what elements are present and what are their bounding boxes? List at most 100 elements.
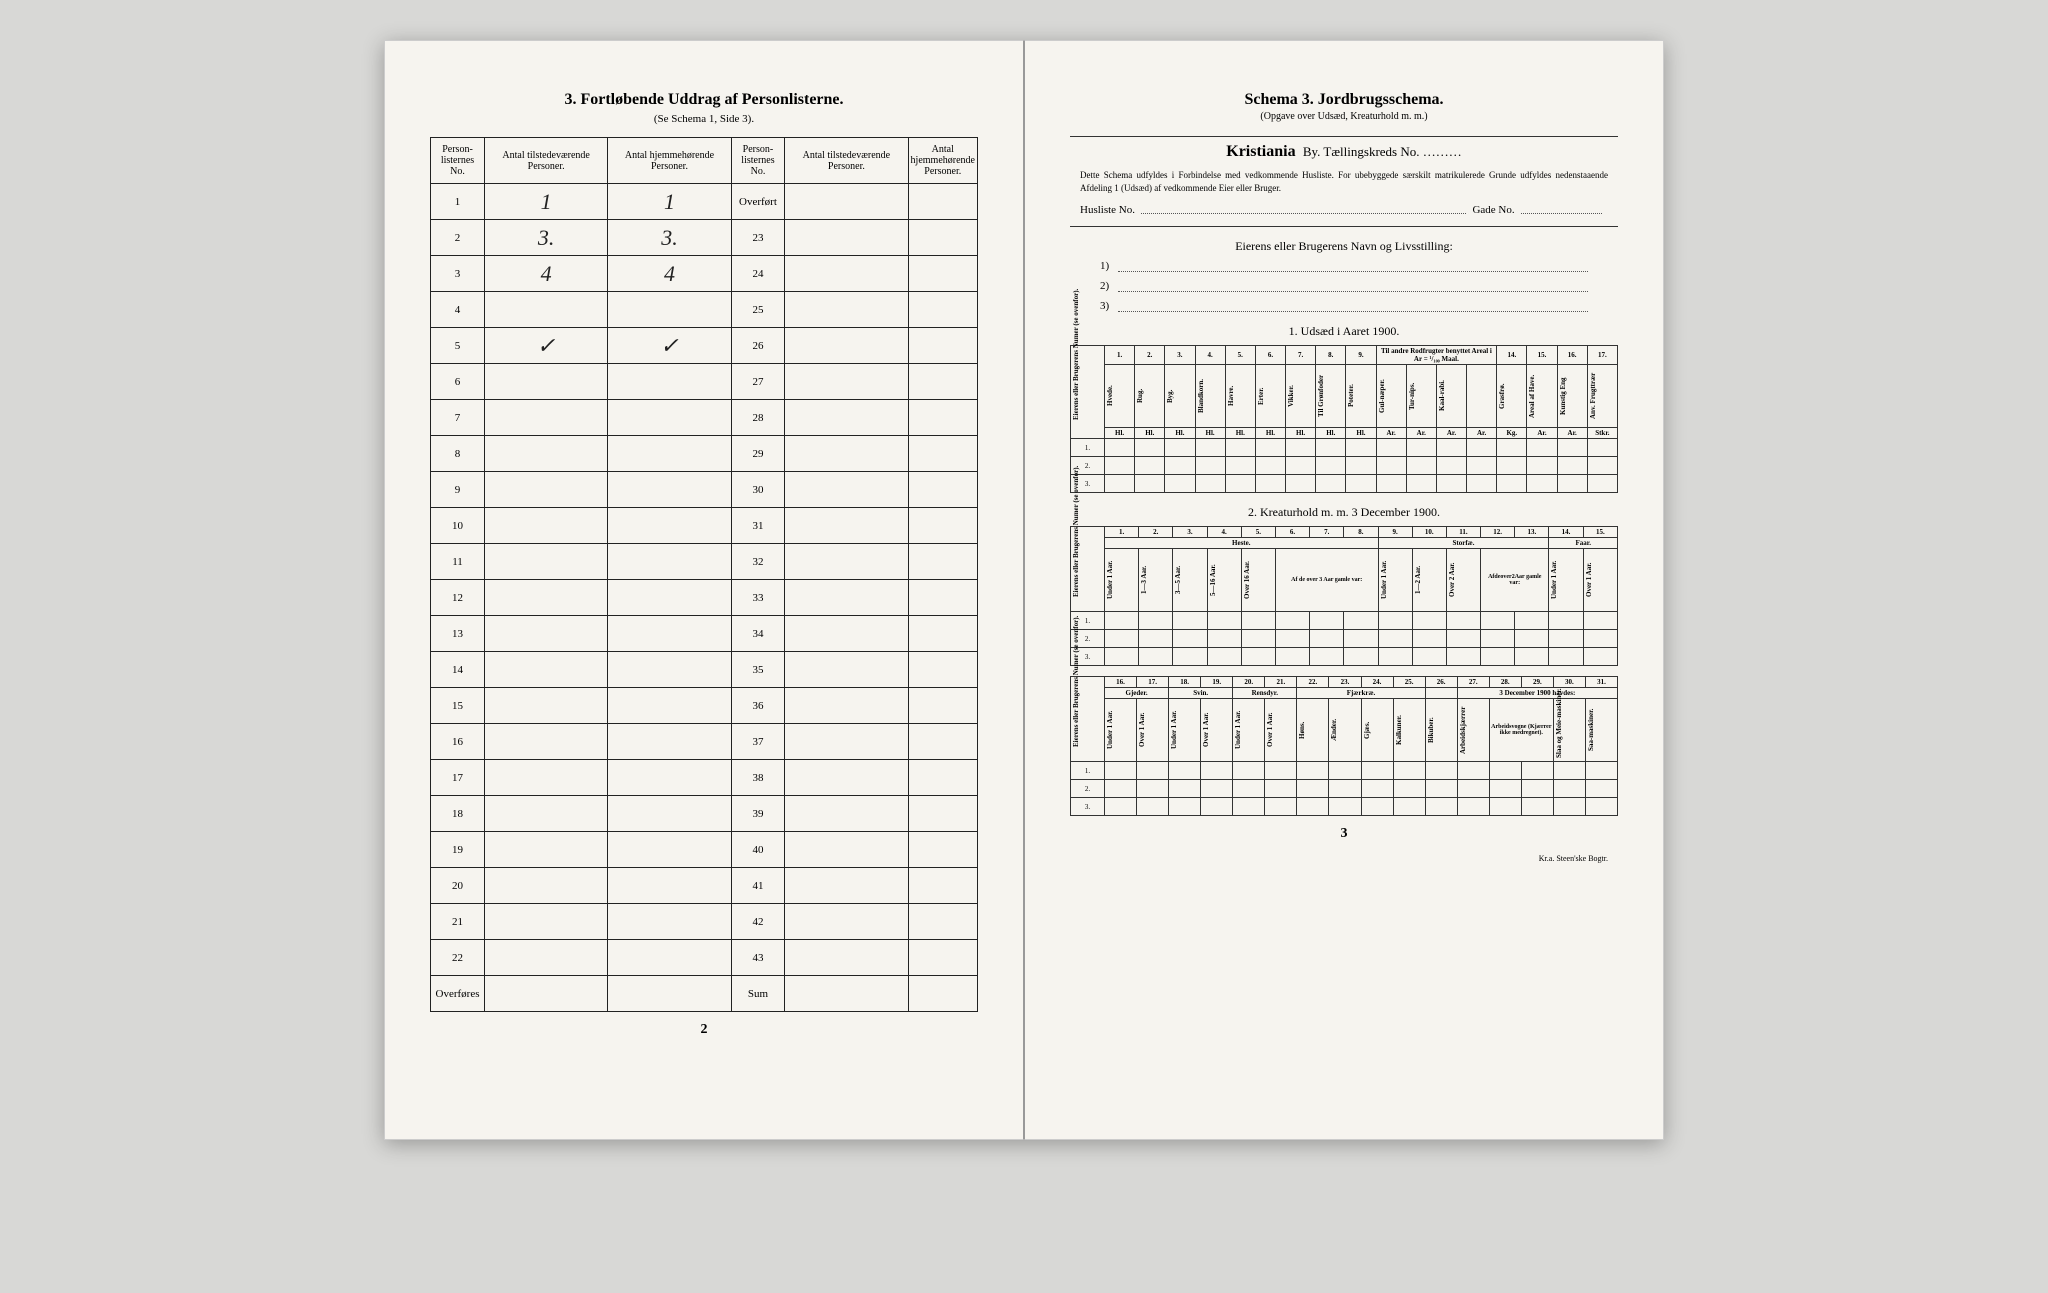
section2-title: 2. Kreaturhold m. m. 3 December 1900. <box>1070 505 1618 520</box>
table-kreatur-a: Eierens eller Brugerens Numer (se ovenfo… <box>1070 526 1618 666</box>
row-no: 20 <box>431 868 485 904</box>
row-rv1 <box>785 688 908 724</box>
row-rno: 32 <box>731 544 785 580</box>
row-rv2 <box>908 292 977 328</box>
row-rv1 <box>785 328 908 364</box>
row-rv2 <box>908 652 977 688</box>
row-no: 11 <box>431 544 485 580</box>
row-rv2 <box>908 796 977 832</box>
intro-text: Dette Schema udfyldes i Forbindelse med … <box>1070 169 1618 194</box>
row-v2: 4 <box>608 256 731 292</box>
row-v2 <box>608 832 731 868</box>
row-rno: 35 <box>731 652 785 688</box>
page-left: 3. Fortløbende Uddrag af Personlisterne.… <box>384 40 1024 1140</box>
row-v1 <box>485 292 608 328</box>
row-v1 <box>485 868 608 904</box>
row-no: 6 <box>431 364 485 400</box>
row-no: 8 <box>431 436 485 472</box>
row-rno: 29 <box>731 436 785 472</box>
row-rv2 <box>908 940 977 976</box>
row-no: 19 <box>431 832 485 868</box>
th-no-2: Person- listernes No. <box>731 138 785 184</box>
right-title: Schema 3. Jordbrugsschema. <box>1070 91 1618 109</box>
row-rno: Overført <box>731 184 785 220</box>
row-rv1 <box>785 292 908 328</box>
tbl2b-row: 2. <box>1071 780 1105 798</box>
row-no: 9 <box>431 472 485 508</box>
row-no: 12 <box>431 580 485 616</box>
owner-num-2: 2) <box>1100 280 1118 292</box>
table-kreatur-b: Eierens eller Brugerens Numer (se ovenfo… <box>1070 676 1618 816</box>
th-no-1: Person- listernes No. <box>431 138 485 184</box>
row-v1 <box>485 508 608 544</box>
row-rv2 <box>908 616 977 652</box>
row-v1 <box>485 724 608 760</box>
row-no: 16 <box>431 724 485 760</box>
th-present-1: Antal tilstedeværende Personer. <box>485 138 608 184</box>
row-rno: 24 <box>731 256 785 292</box>
row-v2 <box>608 472 731 508</box>
row-rno: 38 <box>731 760 785 796</box>
row-rv1 <box>785 472 908 508</box>
row-no: 3 <box>431 256 485 292</box>
row-rno: 43 <box>731 940 785 976</box>
sum: Sum <box>731 976 785 1012</box>
page-num-left: 2 <box>430 1022 978 1038</box>
person-table: Person- listernes No. Antal tilstedevære… <box>430 137 978 1012</box>
row-rv2 <box>908 364 977 400</box>
row-rno: 23 <box>731 220 785 256</box>
row-v2 <box>608 400 731 436</box>
row-v2 <box>608 940 731 976</box>
row-rv1 <box>785 544 908 580</box>
row-v2 <box>608 796 731 832</box>
row-v1: ✓ <box>485 328 608 364</box>
row-rv1 <box>785 904 908 940</box>
city-line: Kristiania By. Tællingskreds No. ……… <box>1070 143 1618 161</box>
row-v1: 3. <box>485 220 608 256</box>
row-v2: 3. <box>608 220 731 256</box>
row-v1: 1 <box>485 184 608 220</box>
row-no: 10 <box>431 508 485 544</box>
row-v2 <box>608 544 731 580</box>
row-no: 14 <box>431 652 485 688</box>
row-rv2 <box>908 472 977 508</box>
tbl2b-row: 1. <box>1071 762 1105 780</box>
row-rv2 <box>908 760 977 796</box>
row-rno: 26 <box>731 328 785 364</box>
row-v1 <box>485 760 608 796</box>
row-rv1 <box>785 436 908 472</box>
row-rv1 <box>785 940 908 976</box>
tbl2b-row: 3. <box>1071 798 1105 816</box>
row-v2 <box>608 760 731 796</box>
th-home-1: Antal hjemmehørende Personer. <box>608 138 731 184</box>
overfores: Overføres <box>431 976 485 1012</box>
document-spread: 3. Fortløbende Uddrag af Personlisterne.… <box>384 40 1664 1140</box>
gade-dots <box>1521 204 1602 214</box>
row-no: 7 <box>431 400 485 436</box>
row-rno: 42 <box>731 904 785 940</box>
row-no: 22 <box>431 940 485 976</box>
row-rv1 <box>785 220 908 256</box>
row-no: 18 <box>431 796 485 832</box>
row-v2: 1 <box>608 184 731 220</box>
row-rno: 37 <box>731 724 785 760</box>
row-rv1 <box>785 724 908 760</box>
row-no: 21 <box>431 904 485 940</box>
husliste-label: Husliste No. <box>1080 204 1135 216</box>
row-v1 <box>485 472 608 508</box>
row-rv2 <box>908 724 977 760</box>
row-v1: 4 <box>485 256 608 292</box>
right-subtitle: (Opgave over Udsæd, Kreaturhold m. m.) <box>1070 111 1618 122</box>
row-rno: 41 <box>731 868 785 904</box>
row-rv2 <box>908 544 977 580</box>
row-rno: 33 <box>731 580 785 616</box>
row-no: 5 <box>431 328 485 364</box>
row-rno: 40 <box>731 832 785 868</box>
page-right: Schema 3. Jordbrugsschema. (Opgave over … <box>1024 40 1664 1140</box>
row-rv2 <box>908 436 977 472</box>
row-rv2 <box>908 328 977 364</box>
row-rv1 <box>785 616 908 652</box>
row-v1 <box>485 688 608 724</box>
rule-2 <box>1070 226 1618 227</box>
row-rno: 30 <box>731 472 785 508</box>
